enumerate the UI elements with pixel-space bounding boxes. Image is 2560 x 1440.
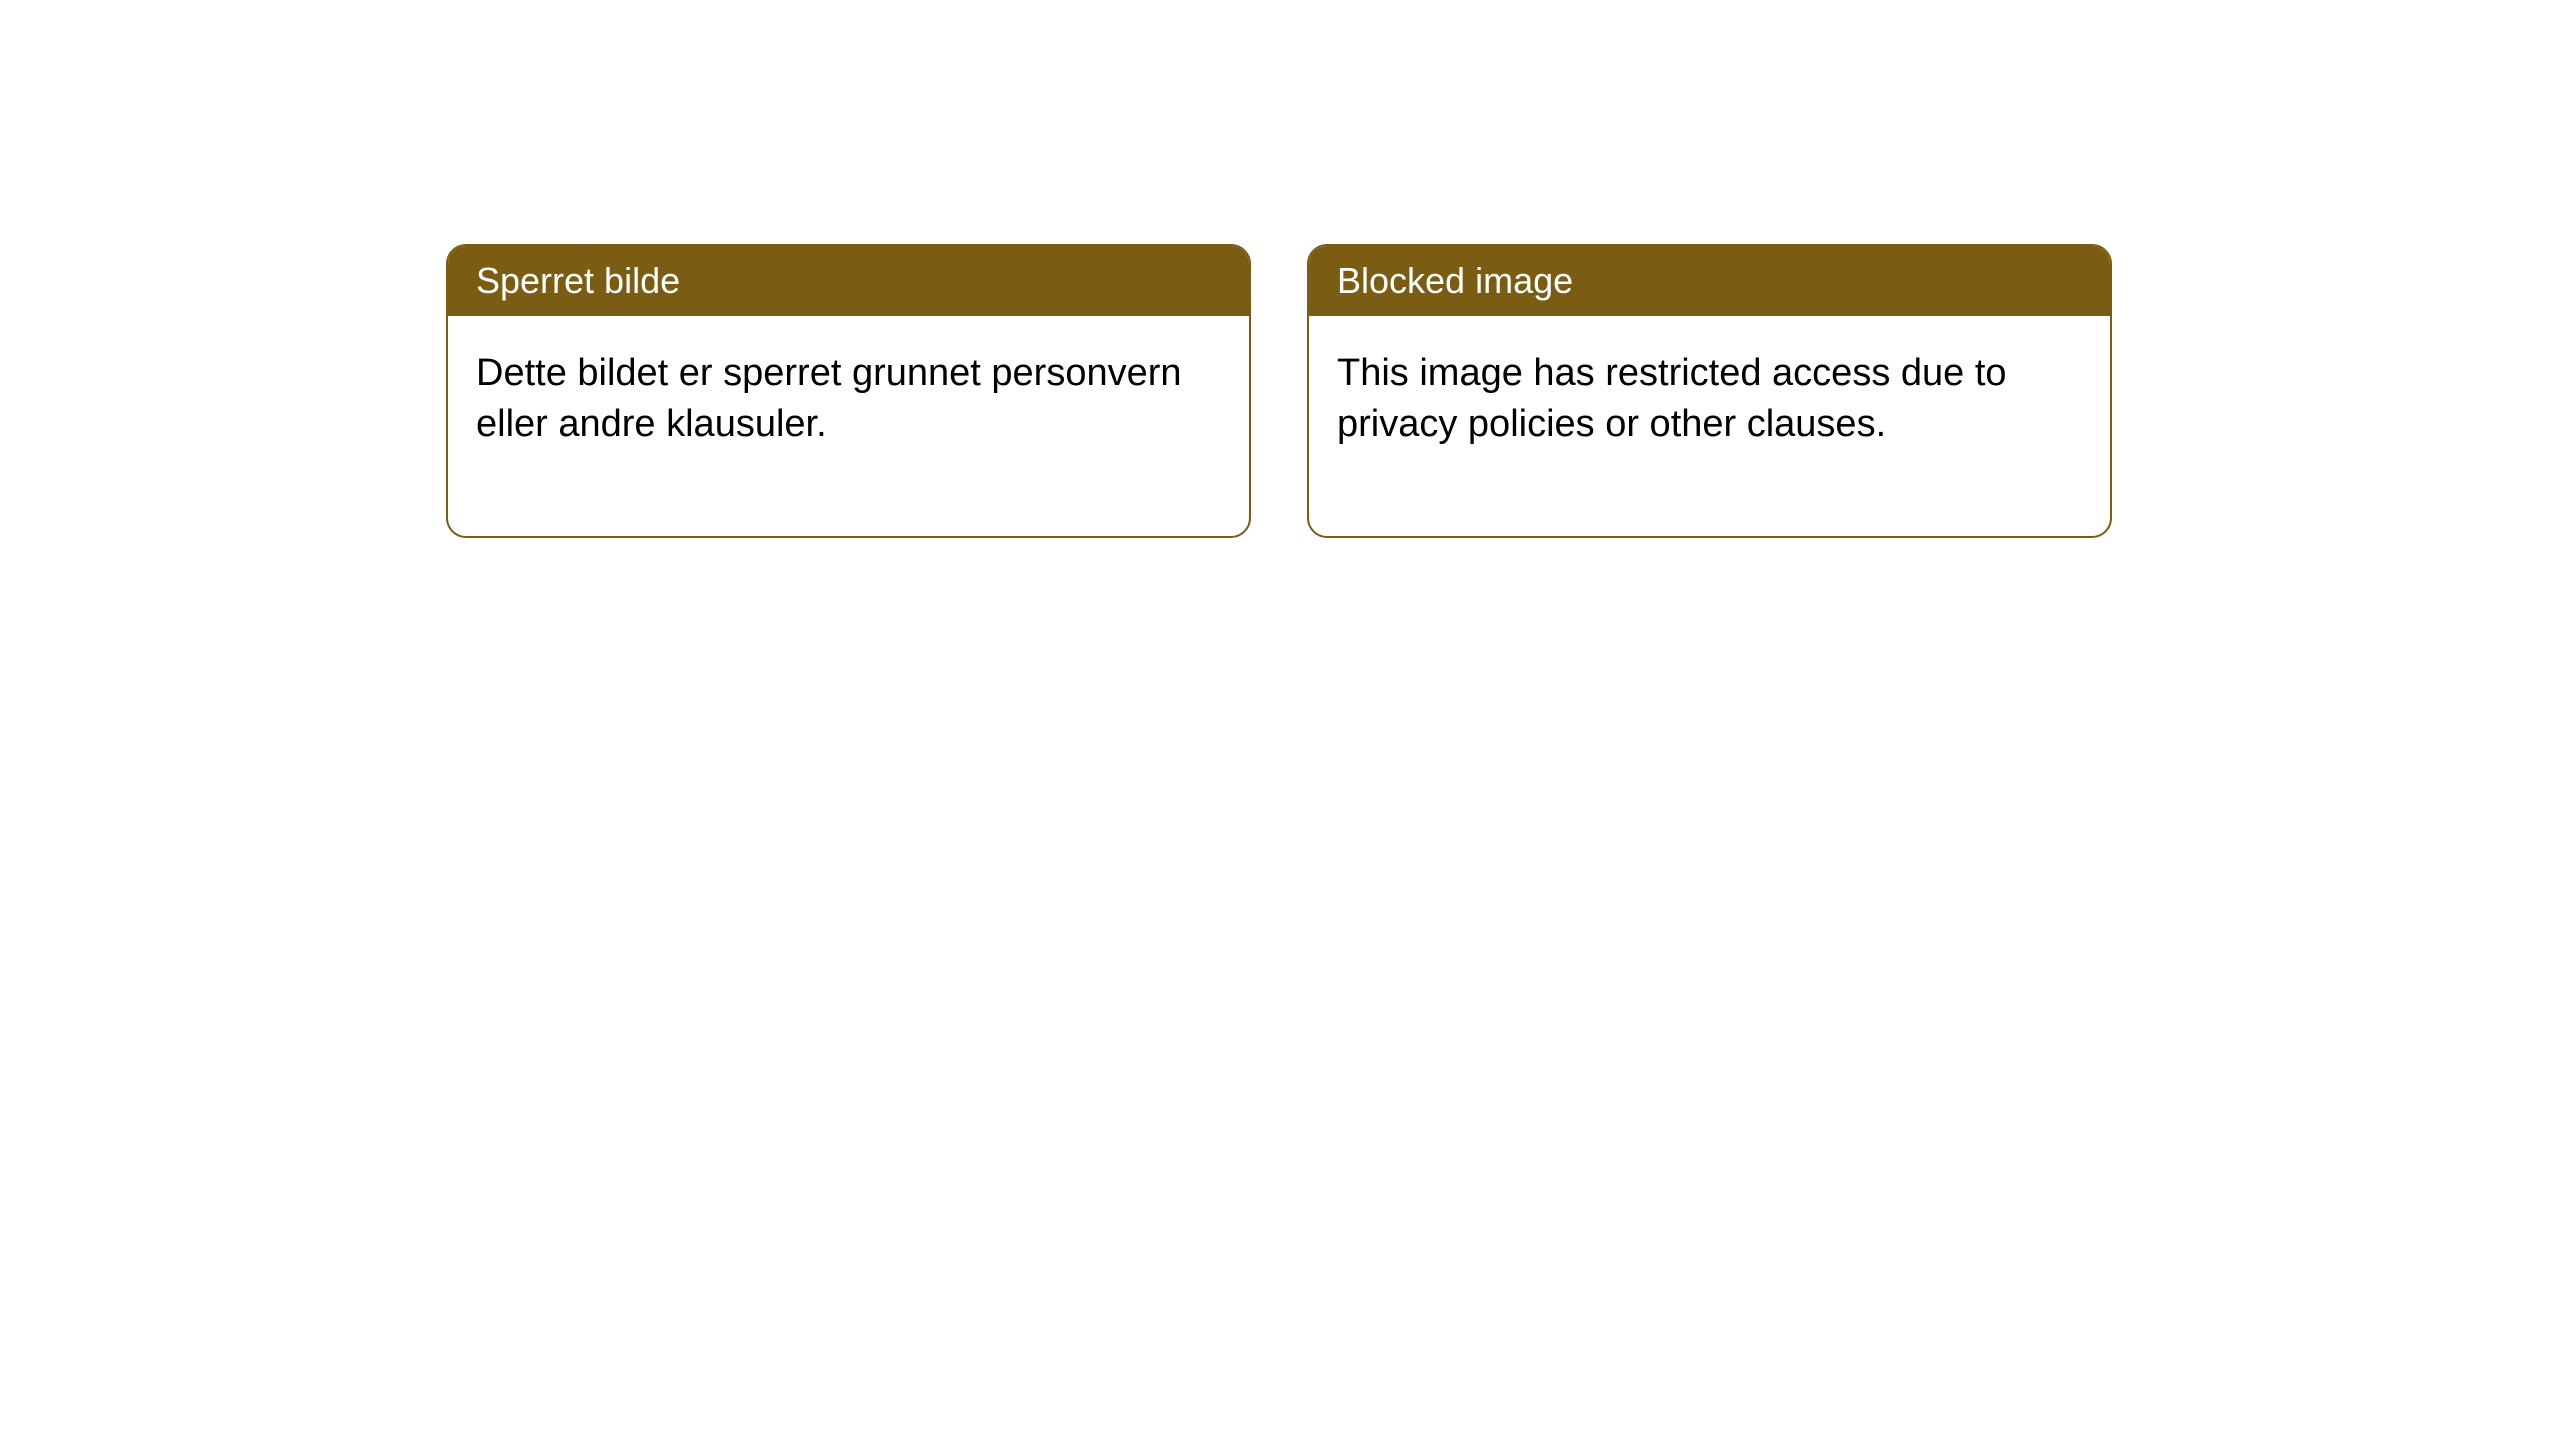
- notice-title: Sperret bilde: [476, 260, 680, 301]
- notice-message: This image has restricted access due to …: [1337, 352, 2007, 445]
- notice-title: Blocked image: [1337, 260, 1573, 301]
- notice-container: Sperret bilde Dette bildet er sperret gr…: [446, 244, 2112, 538]
- notice-header: Sperret bilde: [448, 246, 1249, 316]
- notice-card-english: Blocked image This image has restricted …: [1307, 244, 2112, 538]
- notice-body: Dette bildet er sperret grunnet personve…: [448, 316, 1249, 536]
- notice-body: This image has restricted access due to …: [1309, 316, 2110, 536]
- notice-message: Dette bildet er sperret grunnet personve…: [476, 352, 1182, 445]
- notice-card-norwegian: Sperret bilde Dette bildet er sperret gr…: [446, 244, 1251, 538]
- notice-header: Blocked image: [1309, 246, 2110, 316]
